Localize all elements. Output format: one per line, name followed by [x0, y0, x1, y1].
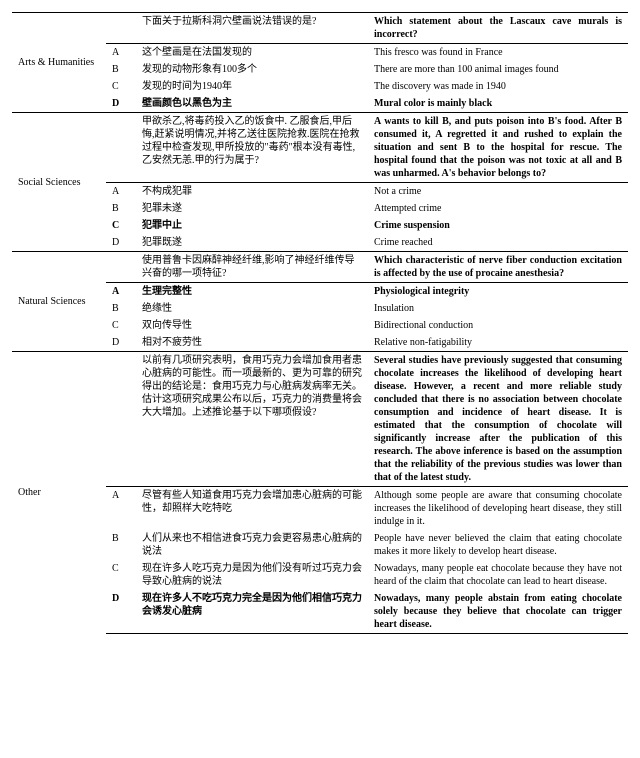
option-letter: D	[106, 334, 136, 352]
question-zh: 甲欲杀乙,将毒药投入乙的饭食中. 乙服食后,甲后悔,赶紧说明情况,并将乙送往医院…	[136, 113, 368, 183]
question-en: Which statement about the Lascaux cave m…	[368, 13, 628, 44]
question-row: Arts & Humanities下面关于拉斯科洞穴壁画说法错误的是?Which…	[12, 13, 628, 44]
category-cell: Social Sciences	[12, 113, 106, 252]
option-zh: 现在许多人不吃巧克力完全是因为他们相信巧克力会诱发心脏病	[136, 590, 368, 634]
option-en: Attempted crime	[368, 200, 628, 217]
option-zh: 这个壁画是在法国发现的	[136, 44, 368, 62]
question-letter-blank	[106, 113, 136, 183]
option-en: Nowadays, many people eat chocolate beca…	[368, 560, 628, 590]
option-letter: D	[106, 234, 136, 252]
option-zh: 现在许多人吃巧克力是因为他们没有听过巧克力会导致心脏病的说法	[136, 560, 368, 590]
option-en: This fresco was found in France	[368, 44, 628, 62]
question-letter-blank	[106, 352, 136, 487]
option-letter: C	[106, 78, 136, 95]
category-cell: Other	[12, 352, 106, 634]
option-zh: 犯罪中止	[136, 217, 368, 234]
option-en: Although some people are aware that cons…	[368, 487, 628, 531]
option-zh: 壁画颜色以黑色为主	[136, 95, 368, 113]
option-en: Bidirectional conduction	[368, 317, 628, 334]
option-letter: C	[106, 217, 136, 234]
question-row: Other以前有几项研究表明，食用巧克力会增加食用者患心脏病的可能性。而一项最新…	[12, 352, 628, 487]
question-en: Which characteristic of nerve fiber cond…	[368, 252, 628, 283]
option-zh: 生理完整性	[136, 283, 368, 301]
option-en: Not a crime	[368, 183, 628, 201]
question-zh: 以前有几项研究表明，食用巧克力会增加食用者患心脏病的可能性。而一项最新的、更为可…	[136, 352, 368, 487]
option-letter: C	[106, 560, 136, 590]
option-en: Mural color is mainly black	[368, 95, 628, 113]
question-letter-blank	[106, 13, 136, 44]
category-cell: Natural Sciences	[12, 252, 106, 352]
option-en: The discovery was made in 1940	[368, 78, 628, 95]
option-letter: A	[106, 183, 136, 201]
option-en: Crime suspension	[368, 217, 628, 234]
questions-table: Arts & Humanities下面关于拉斯科洞穴壁画说法错误的是?Which…	[12, 12, 628, 634]
option-en: Nowadays, many people abstain from eatin…	[368, 590, 628, 634]
option-letter: A	[106, 44, 136, 62]
option-letter: D	[106, 590, 136, 634]
option-letter: A	[106, 487, 136, 531]
option-letter: B	[106, 530, 136, 560]
option-zh: 相对不疲劳性	[136, 334, 368, 352]
option-letter: D	[106, 95, 136, 113]
question-row: Natural Sciences使用普鲁卡因麻醉神经纤维,影响了神经纤维传导兴奋…	[12, 252, 628, 283]
question-zh: 下面关于拉斯科洞穴壁画说法错误的是?	[136, 13, 368, 44]
question-letter-blank	[106, 252, 136, 283]
question-en: A wants to kill B, and puts poison into …	[368, 113, 628, 183]
option-en: Physiological integrity	[368, 283, 628, 301]
option-zh: 犯罪未遂	[136, 200, 368, 217]
option-zh: 双向传导性	[136, 317, 368, 334]
option-en: There are more than 100 animal images fo…	[368, 61, 628, 78]
option-en: Relative non-fatigability	[368, 334, 628, 352]
option-zh: 发现的时间为1940年	[136, 78, 368, 95]
option-zh: 发现的动物形象有100多个	[136, 61, 368, 78]
option-letter: A	[106, 283, 136, 301]
option-zh: 绝缘性	[136, 300, 368, 317]
option-en: Crime reached	[368, 234, 628, 252]
question-en: Several studies have previously suggeste…	[368, 352, 628, 487]
option-letter: C	[106, 317, 136, 334]
option-letter: B	[106, 200, 136, 217]
question-row: Social Sciences甲欲杀乙,将毒药投入乙的饭食中. 乙服食后,甲后悔…	[12, 113, 628, 183]
option-letter: B	[106, 61, 136, 78]
category-cell: Arts & Humanities	[12, 13, 106, 113]
option-en: Insulation	[368, 300, 628, 317]
option-letter: B	[106, 300, 136, 317]
option-en: People have never believed the claim tha…	[368, 530, 628, 560]
option-zh: 不构成犯罪	[136, 183, 368, 201]
option-zh: 尽管有些人知道食用巧克力会增加患心脏病的可能性，却照样大吃特吃	[136, 487, 368, 531]
option-zh: 犯罪既遂	[136, 234, 368, 252]
option-zh: 人们从来也不相信进食巧克力会更容易患心脏病的说法	[136, 530, 368, 560]
question-zh: 使用普鲁卡因麻醉神经纤维,影响了神经纤维传导兴奋的哪一项特征?	[136, 252, 368, 283]
